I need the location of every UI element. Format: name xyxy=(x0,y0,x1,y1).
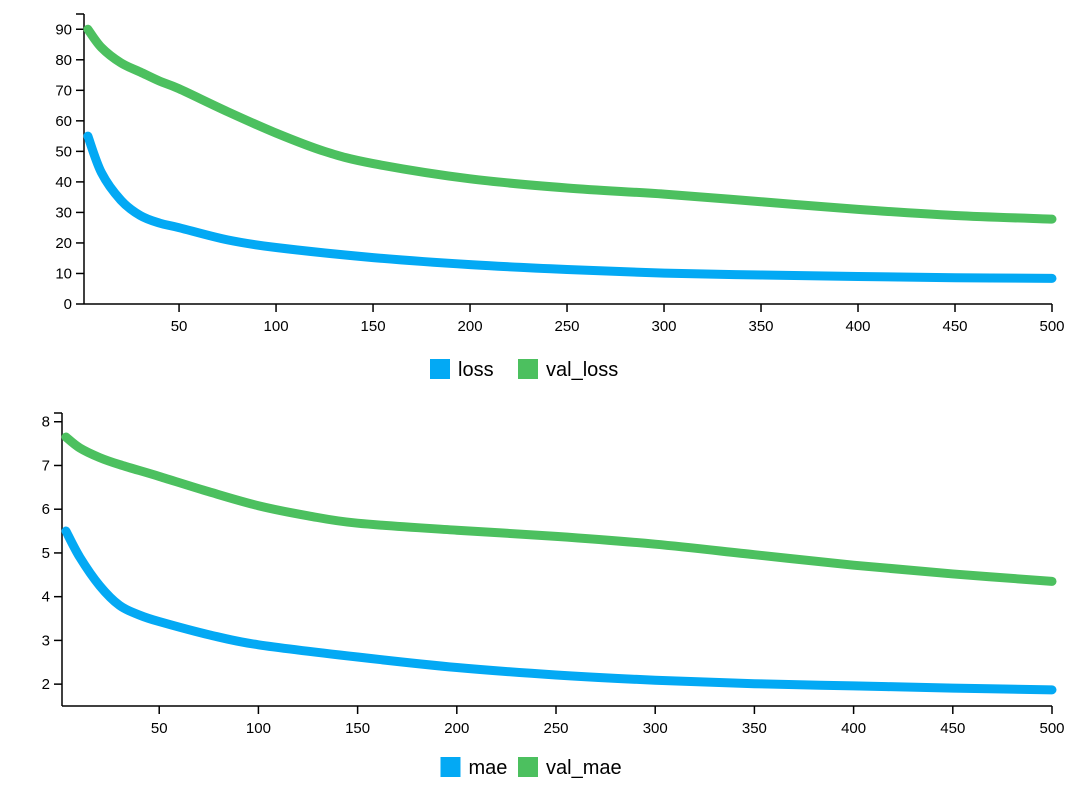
x-tick-label: 450 xyxy=(942,318,967,335)
y-tick-label: 4 xyxy=(42,589,50,606)
x-tick-label: 100 xyxy=(264,318,289,335)
x-tick-label: 500 xyxy=(1039,720,1064,737)
legend-label-loss: loss xyxy=(458,359,494,381)
y-tick-label: 7 xyxy=(42,457,50,474)
x-tick-label: 300 xyxy=(643,720,668,737)
x-tick-label: 50 xyxy=(171,318,188,335)
x-tick-label: 100 xyxy=(246,720,271,737)
x-tick-label: 300 xyxy=(652,318,677,335)
series-line-loss xyxy=(83,131,1057,283)
x-tick-label: 400 xyxy=(845,318,870,335)
y-tick-label: 8 xyxy=(42,414,50,431)
legend-label-val-loss: val_loss xyxy=(546,359,618,381)
x-tick-label: 200 xyxy=(444,720,469,737)
legend-swatch-mae xyxy=(440,757,461,777)
x-tick-label: 150 xyxy=(345,720,370,737)
x-tick-label: 450 xyxy=(940,720,965,737)
y-tick-label: 80 xyxy=(55,52,72,69)
y-tick-label: 0 xyxy=(64,296,72,313)
y-tick-label: 40 xyxy=(55,174,72,191)
mae-chart: 2 3 4 5 6 7 8 50 100 150 200 250 300 350 400 450 500 mae v… xyxy=(42,412,1065,779)
x-tick-label: 350 xyxy=(742,720,767,737)
x-tick-label: 400 xyxy=(841,720,866,737)
y-tick-label: 6 xyxy=(42,501,50,518)
x-tick-label: 500 xyxy=(1039,318,1064,335)
loss-chart: 0 10 20 30 40 50 60 70 80 90 50 100 150 200 250 300 350 4… xyxy=(55,13,1065,381)
series-line-val-mae xyxy=(61,432,1057,586)
y-tick-label: 10 xyxy=(55,265,72,282)
y-tick-label: 50 xyxy=(55,143,72,160)
x-tick-label: 200 xyxy=(458,318,483,335)
x-tick-label: 250 xyxy=(543,720,568,737)
legend-swatch-val-loss xyxy=(518,359,538,379)
y-tick-label: 90 xyxy=(55,21,72,38)
y-tick-label: 20 xyxy=(55,235,72,252)
x-tick-label: 350 xyxy=(749,318,774,335)
y-tick-label: 60 xyxy=(55,113,72,130)
series-line-mae xyxy=(61,526,1057,695)
y-tick-label: 2 xyxy=(42,676,50,693)
x-tick-label: 50 xyxy=(151,720,168,737)
legend-swatch-val-mae xyxy=(518,757,538,777)
x-tick-label: 250 xyxy=(555,318,580,335)
legend-swatch-loss xyxy=(430,359,450,379)
series-line-val-loss xyxy=(83,24,1057,224)
y-tick-label: 3 xyxy=(42,632,50,649)
legend-label-mae: mae xyxy=(469,757,508,779)
y-tick-label: 5 xyxy=(42,545,50,562)
y-tick-label: 70 xyxy=(55,82,72,99)
legend-label-val-mae: val_mae xyxy=(546,757,622,779)
y-tick-label: 30 xyxy=(55,204,72,221)
x-tick-label: 150 xyxy=(361,318,386,335)
